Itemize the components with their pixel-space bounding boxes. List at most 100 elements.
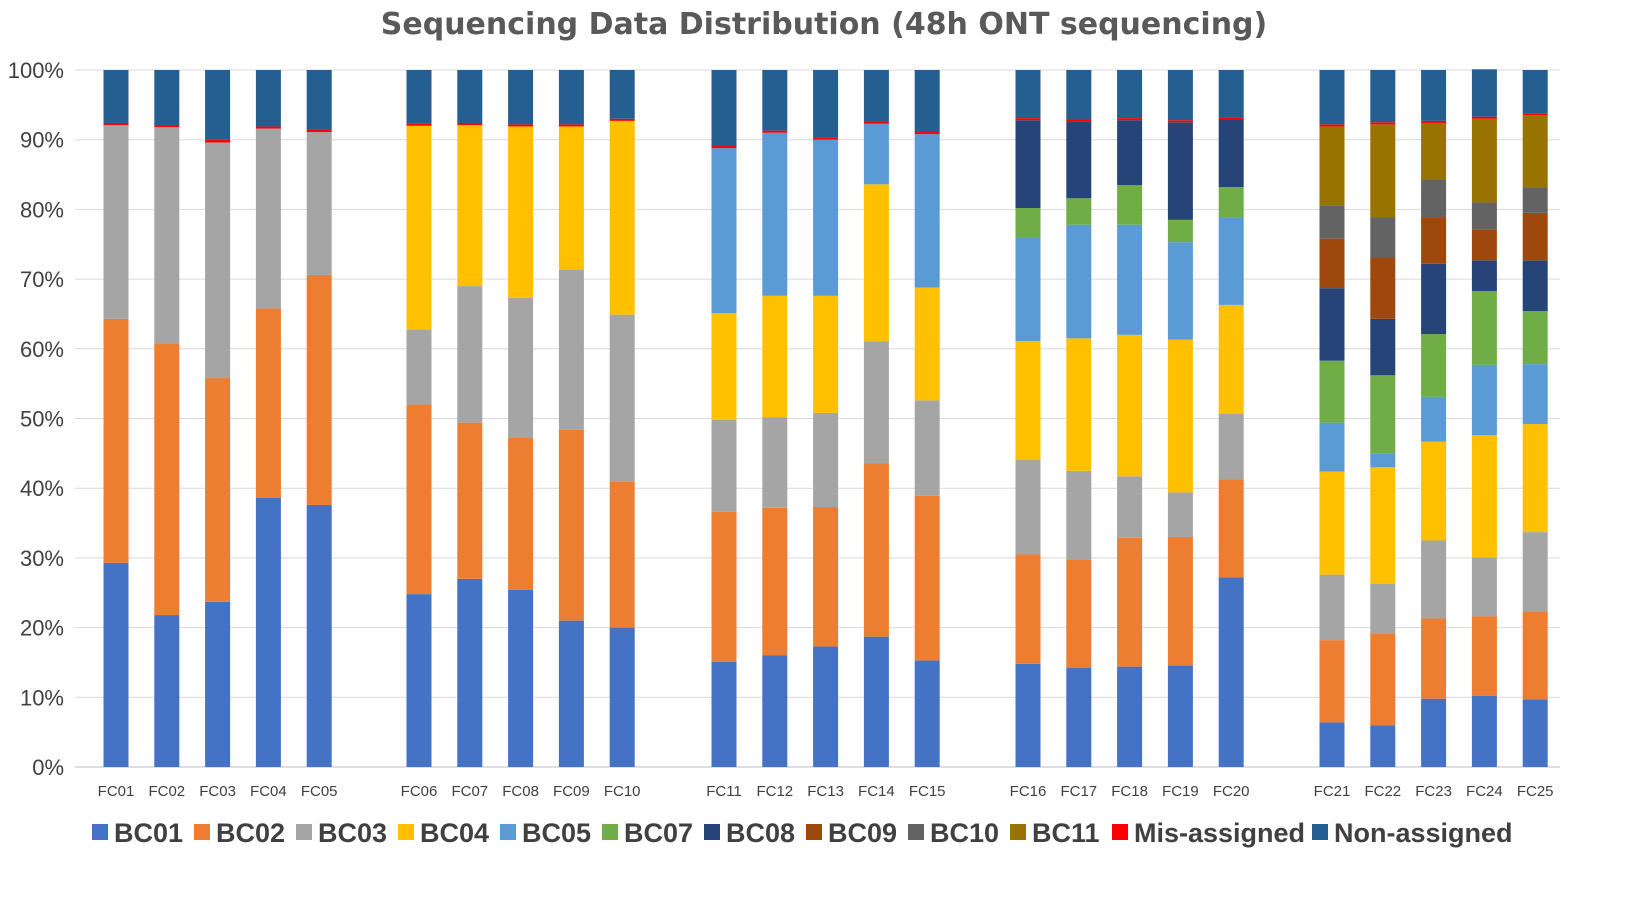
segment-bc03-fc20 [1218,413,1244,480]
x-tick-label: FC01 [98,783,135,800]
segment-bc03-fc19 [1167,492,1193,537]
legend-swatch [908,824,924,840]
segment-bc02-fc15 [914,495,940,661]
segment-bc05-fc20 [1218,217,1244,305]
x-tick-label: FC13 [807,783,844,800]
bar-fc04 [255,70,281,767]
segment-bc05-fc16 [1015,237,1041,342]
segment-mis-assigned-fc16 [1015,118,1041,121]
segment-bc03-fc05 [306,132,332,275]
x-tick-label: FC06 [401,783,438,800]
segment-non-assigned-fc16 [1015,70,1041,119]
segment-bc01-fc08 [508,589,534,767]
bar-fc12 [762,70,788,767]
segment-bc04-fc14 [863,184,889,342]
segment-bc01-fc15 [914,660,940,767]
segment-bc09-fc22 [1370,257,1396,319]
chart-title: Sequencing Data Distribution (48h ONT se… [381,7,1267,42]
segment-bc05-fc11 [711,148,737,314]
segment-bc07-fc18 [1117,185,1143,225]
segment-bc01-fc02 [154,615,180,767]
legend-label: BC07 [624,818,693,848]
segment-bc11-fc23 [1421,122,1447,180]
segment-mis-assigned-fc18 [1117,118,1143,121]
legend-item-bc03: BC03 [296,818,387,848]
segment-non-assigned-fc12 [762,70,788,131]
segment-bc10-fc23 [1421,179,1447,218]
segment-bc01-fc24 [1471,695,1497,767]
segment-bc04-fc12 [762,295,788,418]
segment-non-assigned-fc02 [154,70,180,126]
segment-bc05-fc17 [1066,224,1092,339]
bar-fc01 [103,70,129,767]
x-axis: FC01 FC02 FC03 FC04 FC05 FC06 FC07 FC08 FC09 FC10… [98,783,1554,800]
segment-bc01-fc20 [1218,577,1244,767]
segment-bc04-fc23 [1421,441,1447,541]
legend-item-bc05: BC05 [500,818,591,848]
x-tick-label: FC04 [250,783,287,800]
segment-bc03-fc07 [457,286,483,423]
segment-bc08-fc21 [1319,288,1345,361]
segment-non-assigned-fc15 [914,70,940,133]
legend-swatch [92,824,108,840]
segment-bc11-fc25 [1522,115,1548,188]
segment-mis-assigned-fc11 [711,145,737,149]
segment-bc11-fc22 [1370,124,1396,218]
segment-bc01-fc06 [406,594,432,767]
segment-bc03-fc22 [1370,583,1396,634]
segment-non-assigned-fc01 [103,70,129,123]
segment-non-assigned-fc21 [1319,70,1345,125]
segment-non-assigned-fc19 [1167,70,1193,121]
segment-bc04-fc08 [508,126,534,298]
segment-bc02-fc13 [813,507,839,647]
segment-mis-assigned-fc08 [508,124,534,127]
segment-bc01-fc21 [1319,722,1345,767]
segment-mis-assigned-fc04 [255,126,281,129]
x-tick-label: FC21 [1314,783,1351,800]
bar-fc22 [1370,70,1396,767]
segment-bc03-fc02 [154,127,180,344]
segment-non-assigned-fc20 [1218,70,1244,118]
segment-bc07-fc16 [1015,208,1041,238]
segment-bc03-fc13 [813,412,839,508]
segment-bc01-fc23 [1421,698,1447,767]
y-tick-label: 40% [20,476,64,501]
y-tick-label: 70% [20,267,64,292]
legend-label: BC02 [216,818,285,848]
segment-non-assigned-fc23 [1421,70,1447,121]
segment-bc01-fc01 [103,562,129,767]
legend-label: BC10 [930,818,999,848]
bar-fc16 [1015,70,1041,767]
segment-non-assigned-fc18 [1117,70,1143,119]
segment-bc09-fc24 [1471,229,1497,261]
segment-bc01-fc07 [457,578,483,767]
segment-bc10-fc22 [1370,217,1396,258]
segment-bc02-fc16 [1015,554,1041,664]
segment-bc02-fc07 [457,422,483,579]
segment-bc10-fc21 [1319,205,1345,239]
legend-label: BC01 [114,818,183,848]
segment-bc03-fc01 [103,125,129,319]
segment-mis-assigned-fc02 [154,125,180,128]
segment-mis-assigned-fc21 [1319,124,1345,127]
segment-bc03-fc08 [508,297,534,439]
segment-bc02-fc25 [1522,611,1548,700]
segment-bc02-fc17 [1066,559,1092,669]
y-tick-label: 50% [20,407,64,432]
segment-bc02-fc14 [863,463,889,637]
segment-bc05-fc23 [1421,396,1447,442]
segment-bc02-fc23 [1421,618,1447,699]
x-tick-label: FC20 [1213,783,1250,800]
segment-non-assigned-fc03 [205,70,231,140]
x-tick-label: FC03 [199,783,236,800]
segment-bc05-fc18 [1117,224,1143,335]
segment-non-assigned-fc07 [457,70,483,123]
segment-bc02-fc10 [609,481,635,628]
legend-swatch [398,824,414,840]
x-tick-label: FC05 [301,783,338,800]
segment-mis-assigned-fc24 [1471,116,1497,119]
bar-fc08 [508,70,534,767]
x-tick-label: FC15 [909,783,946,800]
bar-fc17 [1066,70,1092,767]
legend-item-bc09: BC09 [806,818,897,848]
